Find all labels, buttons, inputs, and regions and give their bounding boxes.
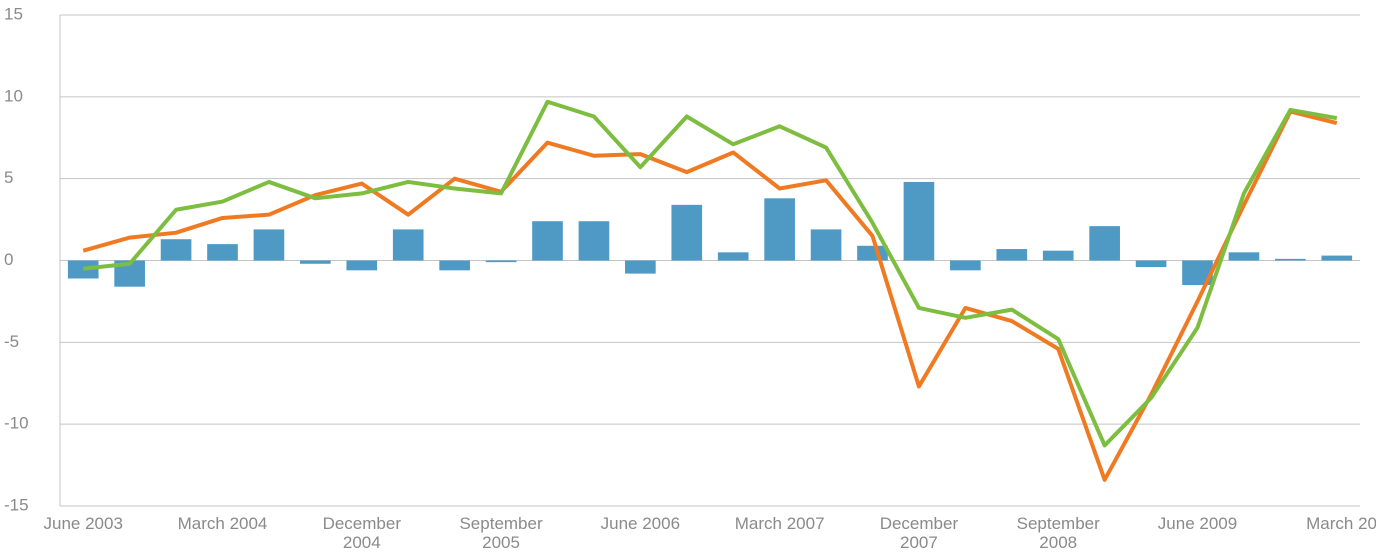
- bar: [253, 229, 285, 261]
- x-tick-label: December 2007: [879, 514, 959, 552]
- bar: [300, 260, 331, 264]
- x-tick-label: June 2003: [43, 514, 123, 533]
- bar: [950, 260, 981, 271]
- y-tick-label: -10: [4, 414, 29, 433]
- bar: [996, 249, 1028, 261]
- bar: [1135, 260, 1167, 268]
- y-tick-label: 5: [4, 168, 13, 187]
- bar: [671, 204, 703, 261]
- y-tick-label: -5: [4, 332, 19, 351]
- x-tick-label: March 2010: [1306, 514, 1376, 533]
- bar: [1275, 258, 1306, 261]
- bar: [532, 221, 563, 261]
- bar: [1321, 255, 1353, 261]
- bar: [1042, 250, 1074, 261]
- line: [83, 99, 1338, 448]
- bar: [439, 260, 470, 271]
- x-tick-label: December 2004: [322, 514, 401, 552]
- bar: [578, 221, 610, 261]
- bar: [346, 260, 378, 271]
- x-tick-label: June 2006: [600, 514, 681, 533]
- line: [82, 109, 1338, 482]
- bar: [392, 229, 424, 261]
- bar: [67, 260, 99, 279]
- bar: [1089, 226, 1120, 261]
- bar: [717, 252, 749, 261]
- y-tick-label: 10: [4, 86, 23, 105]
- x-tick-label: September 2005: [459, 514, 543, 552]
- bar: [625, 260, 656, 274]
- x-tick-label: March 2004: [177, 514, 268, 533]
- y-tick-label: 0: [4, 250, 13, 269]
- bar: [207, 244, 238, 261]
- bar: [810, 229, 842, 261]
- bar: [857, 245, 888, 261]
- bar: [1228, 252, 1260, 261]
- bar: [485, 260, 517, 263]
- x-tick-label: September 2008: [1016, 514, 1100, 552]
- y-tick-label: -15: [4, 495, 29, 514]
- bar: [764, 198, 795, 261]
- x-tick-label: June 2009: [1157, 514, 1238, 533]
- bar: [160, 239, 192, 261]
- x-tick-label: March 2007: [734, 514, 825, 533]
- y-tick-label: 15: [4, 4, 23, 23]
- bar: [903, 181, 935, 261]
